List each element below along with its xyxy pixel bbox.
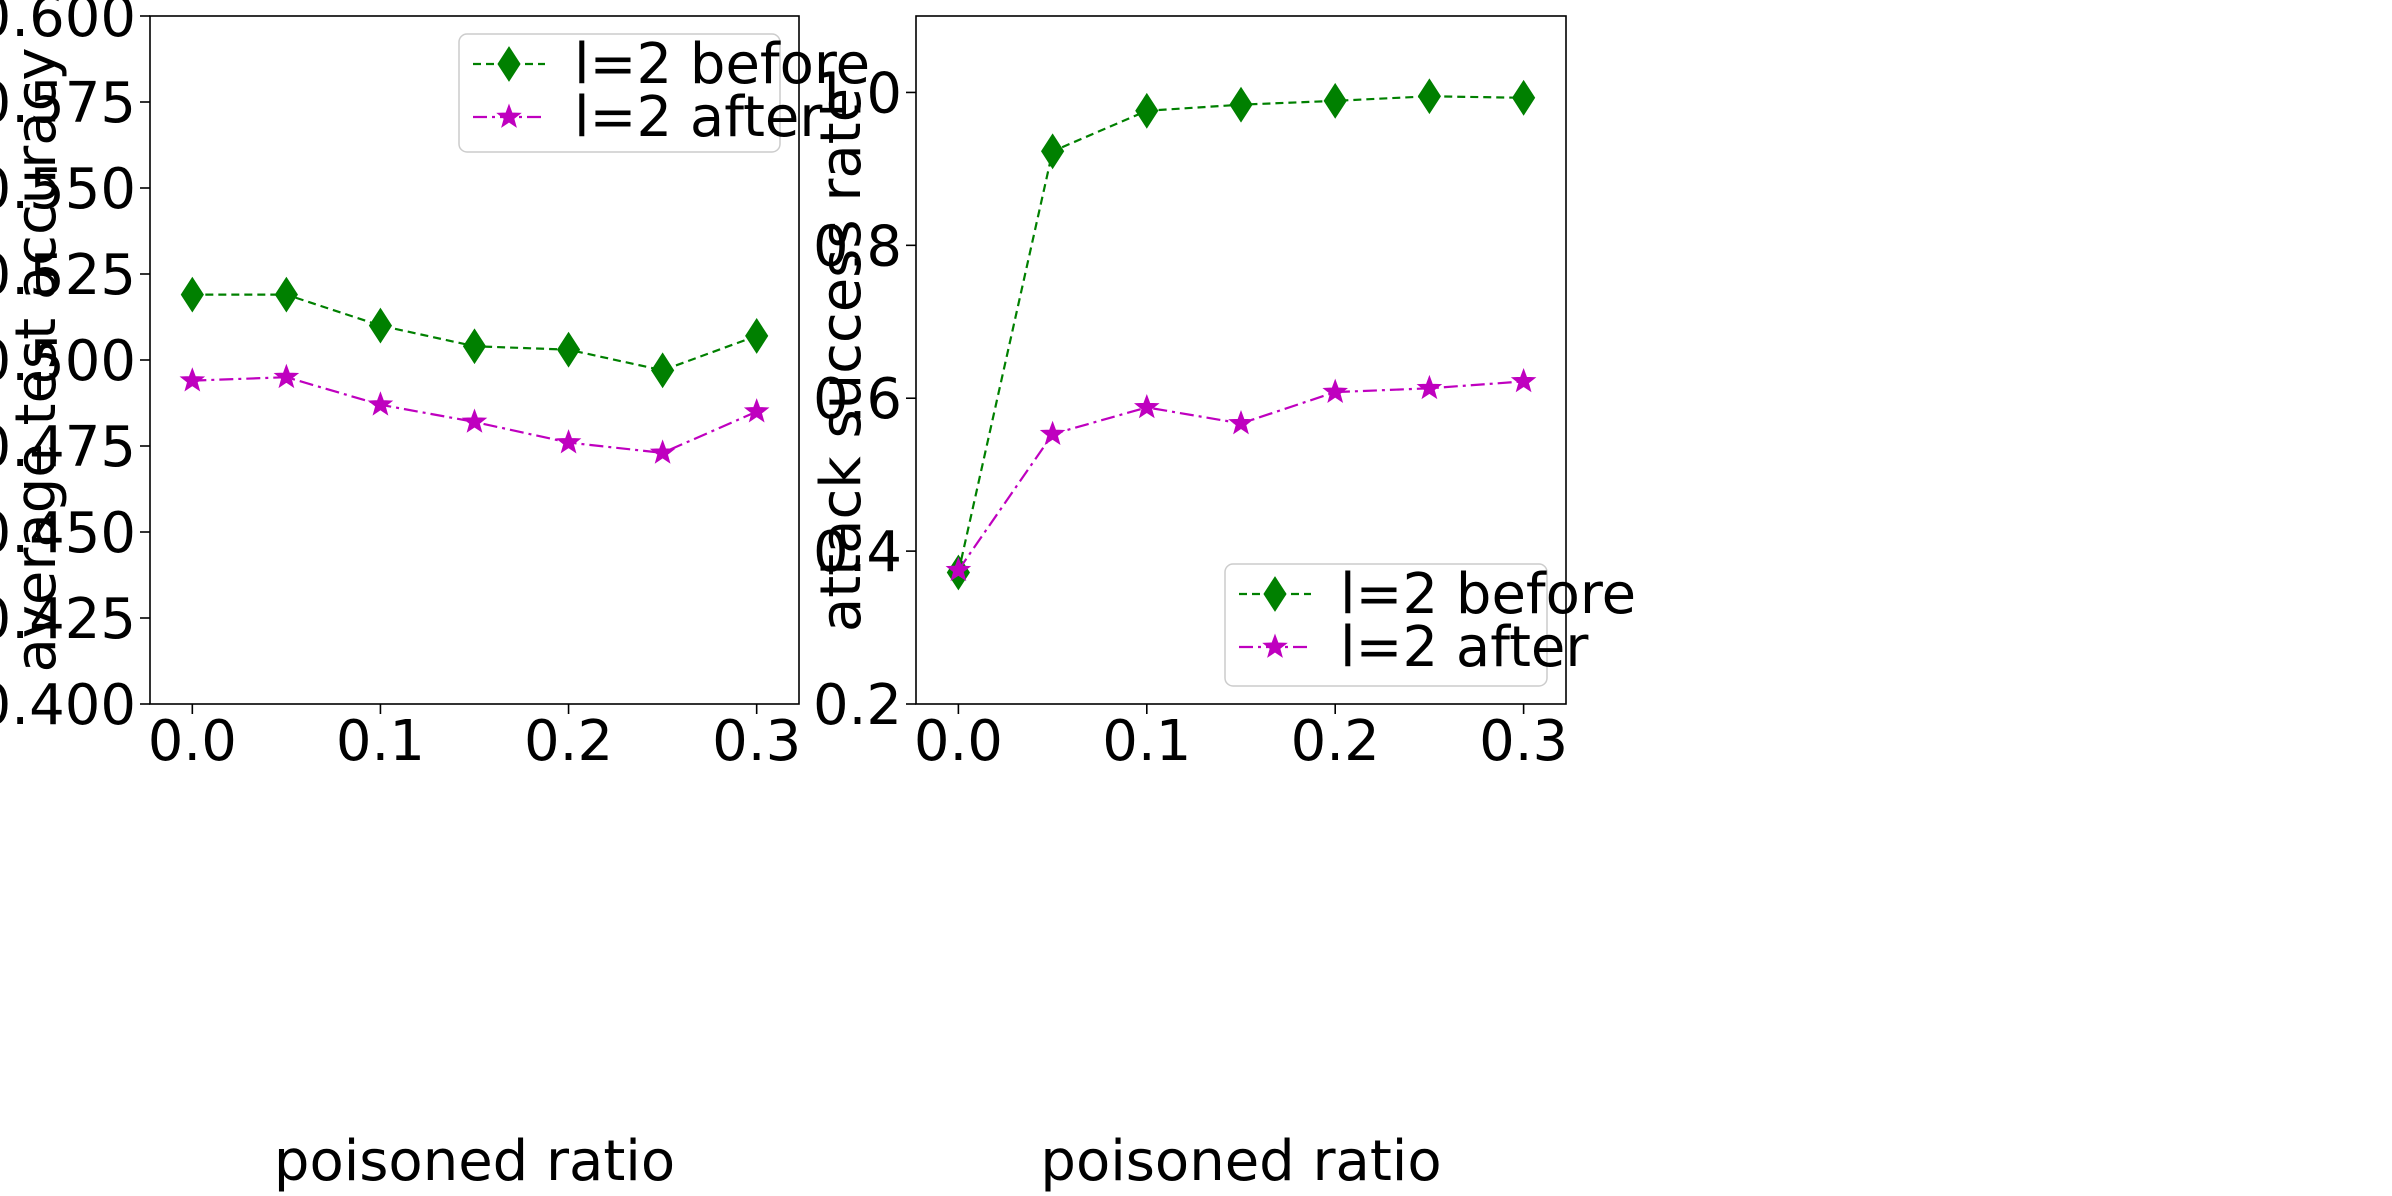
x-tick-label: 0.2 xyxy=(1291,709,1380,774)
diamond-marker xyxy=(462,328,487,365)
x-axis-label: poisoned ratio xyxy=(1040,1129,1441,1194)
star-marker xyxy=(367,391,394,416)
star-icon xyxy=(1262,633,1288,658)
y-tick-label: 0.450 xyxy=(0,501,136,566)
x-tick-label: 0.1 xyxy=(336,709,425,774)
y-tick-label: 0.2 xyxy=(813,673,902,738)
y-tick-label: 0.500 xyxy=(0,329,136,394)
star-marker xyxy=(649,439,676,464)
x-tick-label: 0.0 xyxy=(148,709,237,774)
y-tick-label: 0.8 xyxy=(813,214,902,279)
series-line xyxy=(957,380,1524,571)
y-tick-label: 0.600 xyxy=(0,0,136,50)
series-before xyxy=(180,276,769,389)
diamond-marker xyxy=(368,307,393,344)
chart-panel-2: 0.0 0.1 0.2 0.3 0.2 0.4 0.6 0.8 1.0 poisoned rati… xyxy=(809,15,1636,1194)
legend-label: l=2 after xyxy=(1340,615,1589,680)
y-axis-label: average test accuracy xyxy=(4,47,69,672)
y-tick-label: 0.425 xyxy=(0,587,136,652)
y-tick-label: 0.475 xyxy=(0,415,136,480)
star-marker xyxy=(1322,378,1348,403)
y-tick-label: 0.550 xyxy=(0,157,136,222)
x-tick-label: 0.2 xyxy=(524,709,613,774)
diamond-marker xyxy=(1512,79,1536,116)
star-marker xyxy=(1416,374,1443,400)
diamond-icon xyxy=(497,46,521,82)
legend-label: l=2 before xyxy=(574,32,870,97)
star-marker xyxy=(273,363,300,389)
x-tick-label: 0.3 xyxy=(712,709,801,774)
star-icon xyxy=(496,103,522,128)
y-tick-label: 0.575 xyxy=(0,71,136,136)
star-marker xyxy=(179,367,206,392)
diamond-marker xyxy=(1417,78,1442,115)
y-tick-label: 0.525 xyxy=(0,243,136,308)
star-marker xyxy=(1510,367,1537,393)
y-tick-label: 0.400 xyxy=(0,673,136,738)
star-marker xyxy=(555,429,582,454)
diamond-icon xyxy=(1263,576,1287,612)
diamond-marker xyxy=(180,276,204,313)
series-line xyxy=(957,95,1524,573)
star-marker xyxy=(1134,393,1160,419)
diamond-marker xyxy=(1323,82,1347,119)
x-tick-label: 0.3 xyxy=(1479,709,1568,774)
diamond-marker xyxy=(745,317,769,354)
x-tick-label: 0.0 xyxy=(914,709,1003,774)
diamond-marker xyxy=(651,352,675,389)
series-before xyxy=(946,78,1536,591)
y-tick-label: 0.6 xyxy=(813,367,902,432)
star-marker xyxy=(461,408,488,433)
star-marker xyxy=(743,398,770,423)
star-marker xyxy=(945,556,972,582)
x-tick-label: 0.1 xyxy=(1102,709,1191,774)
y-tick-label: 0.4 xyxy=(813,520,902,585)
legend-label: l=2 before xyxy=(1340,562,1636,627)
star-marker xyxy=(1039,420,1066,446)
chart-panel-1: 0.0 0.1 0.2 0.3 0.400 0.425 0.450 0.475 0.500 0.5… xyxy=(0,0,870,1194)
diamond-marker xyxy=(1040,133,1065,170)
diamond-marker xyxy=(556,331,581,368)
x-axis-label: poisoned ratio xyxy=(274,1129,675,1194)
plot-frame xyxy=(915,15,1567,705)
series-after xyxy=(179,363,770,464)
star-marker xyxy=(1228,410,1254,435)
y-axis-label: attack success rate xyxy=(809,88,874,632)
series-after xyxy=(945,367,1537,582)
diamond-marker xyxy=(1135,92,1159,129)
legend-label: l=2 after xyxy=(574,85,823,150)
y-tick-label: 1.0 xyxy=(813,61,902,126)
diamond-marker xyxy=(274,276,298,313)
diamond-marker xyxy=(1229,86,1253,123)
